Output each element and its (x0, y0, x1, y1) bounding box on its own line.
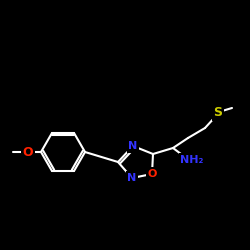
Text: N: N (128, 173, 136, 183)
Text: S: S (214, 106, 222, 120)
Text: NH₂: NH₂ (180, 155, 204, 165)
Text: O: O (23, 146, 33, 158)
Text: O: O (147, 169, 157, 179)
Text: N: N (128, 141, 138, 151)
